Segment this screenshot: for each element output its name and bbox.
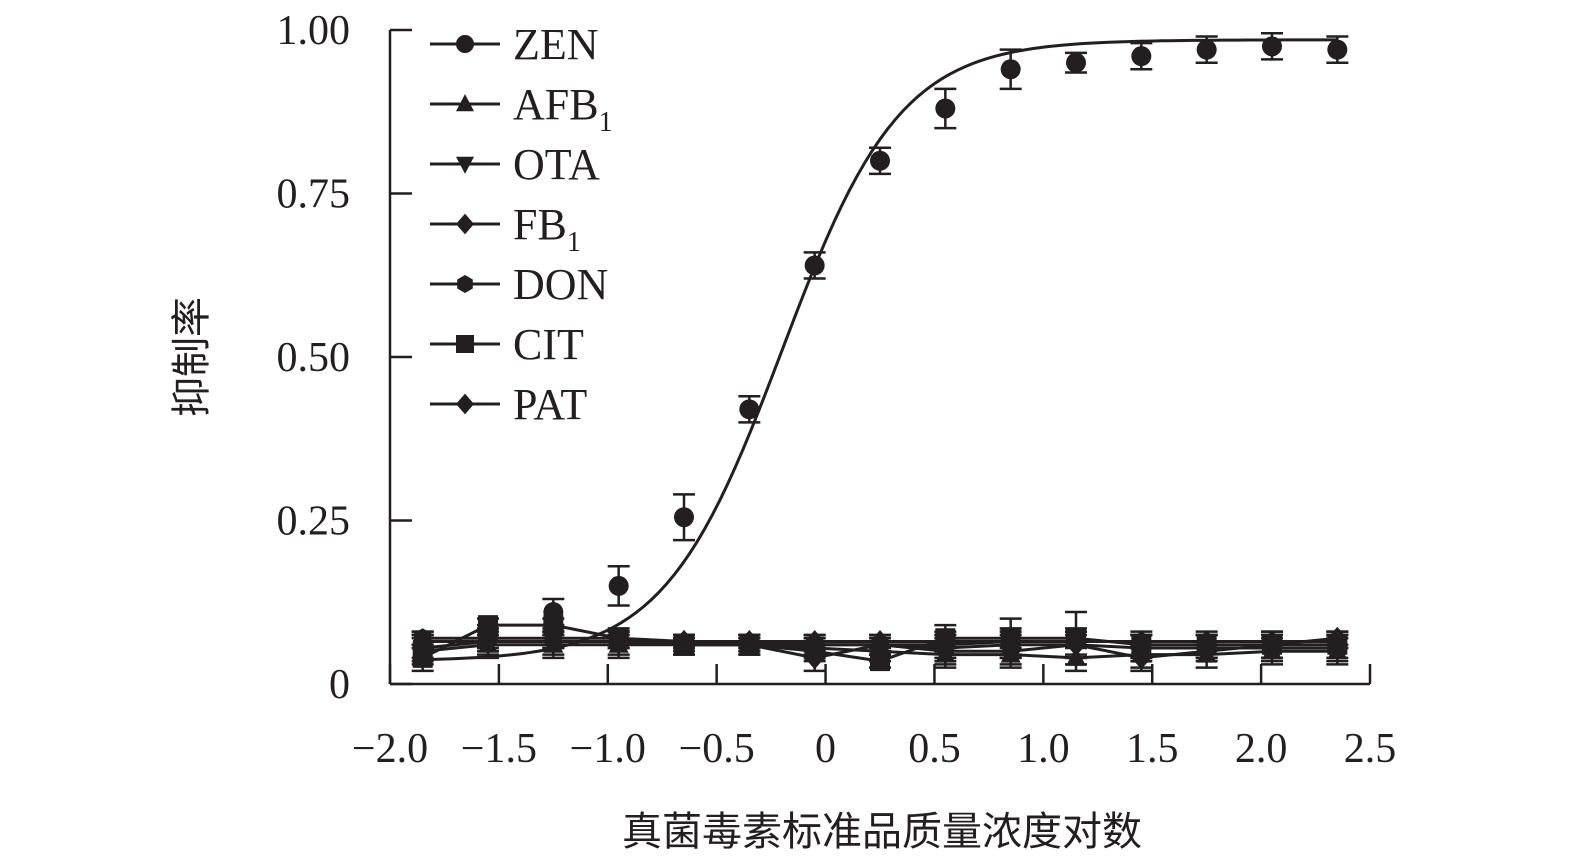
- x-axis-title: 真菌毒素标准品质量浓度对数: [622, 809, 1142, 855]
- data-point: [935, 639, 956, 663]
- data-point: [478, 615, 498, 636]
- data-point: [739, 633, 760, 657]
- legend-item-cit: CIT: [430, 320, 584, 369]
- legend-label: OTA: [513, 140, 600, 189]
- x-tick-label: −2.0: [352, 726, 428, 772]
- data-point: [543, 615, 564, 636]
- data-point: [543, 629, 564, 653]
- data-point: [1066, 52, 1086, 73]
- legend-label: ZEN: [513, 20, 599, 69]
- data-point: [1327, 39, 1348, 60]
- legend-marker: [456, 393, 474, 415]
- series-layer: [411, 32, 1349, 673]
- x-tick-label: 1.0: [1017, 726, 1070, 772]
- data-point: [1131, 46, 1152, 67]
- legend-label: CIT: [513, 320, 584, 369]
- axes-layer: 0 0.25 0.50 0.75 1.00 −2.0 −1.5 −1.0 −0.5 0 0.5 1.0…: [277, 8, 1397, 772]
- data-point: [870, 150, 890, 171]
- x-tick-label: 1.5: [1126, 726, 1179, 772]
- data-point: [870, 633, 890, 657]
- data-point: [674, 507, 694, 528]
- y-tick-label: 0.75: [277, 172, 351, 218]
- legend-item-zen: ZEN: [430, 20, 599, 69]
- legend-item-pat: PAT: [430, 380, 587, 429]
- x-tick-label: 0.5: [908, 726, 961, 772]
- legend-marker: [456, 335, 474, 353]
- legend-item-afb1: AFB1: [430, 80, 613, 138]
- data-point: [804, 646, 825, 670]
- data-point: [935, 98, 956, 119]
- legend-marker: [456, 35, 474, 53]
- legend-item-don: DON: [430, 260, 608, 309]
- legend-label: PAT: [513, 380, 587, 429]
- data-point: [870, 651, 890, 672]
- data-point: [412, 629, 433, 653]
- series-pat: [411, 626, 1349, 673]
- data-point: [1000, 59, 1021, 80]
- legend-marker: [456, 156, 474, 174]
- y-tick-label: 0: [329, 662, 350, 708]
- data-point: [1196, 39, 1217, 60]
- data-point: [608, 629, 629, 653]
- data-point: [674, 629, 694, 653]
- data-point: [1131, 646, 1152, 670]
- legend-label: DON: [513, 260, 608, 309]
- data-point: [1262, 633, 1282, 657]
- x-tick-label: −1.0: [570, 726, 646, 772]
- y-axis-title: 抑制率: [169, 297, 215, 417]
- data-point: [608, 575, 629, 596]
- y-tick-label: 1.00: [277, 8, 351, 54]
- data-point: [1196, 639, 1217, 663]
- y-tick-label: 0.25: [277, 499, 351, 545]
- data-point: [412, 647, 433, 668]
- x-tick-label: −1.5: [461, 726, 537, 772]
- data-point: [478, 629, 498, 653]
- x-tick-label: 0: [815, 726, 836, 772]
- data-point: [1262, 36, 1282, 57]
- legend-label: AFB1: [513, 80, 613, 138]
- legend-marker: [456, 94, 474, 112]
- data-point: [1327, 626, 1348, 650]
- data-point: [1066, 633, 1086, 657]
- legend-item-fb1: FB1: [430, 200, 581, 258]
- x-tick-label: 2.5: [1344, 726, 1397, 772]
- legend-label: FB1: [513, 200, 581, 258]
- data-point: [739, 399, 760, 420]
- data-point: [804, 255, 825, 276]
- legend-marker: [456, 213, 474, 235]
- x-tick-label: −0.5: [679, 726, 755, 772]
- x-tick-label: 2.0: [1235, 726, 1288, 772]
- legend-marker: [457, 275, 473, 293]
- data-point: [1000, 639, 1021, 663]
- legend-item-ota: OTA: [430, 140, 600, 189]
- y-tick-label: 0.50: [277, 335, 351, 381]
